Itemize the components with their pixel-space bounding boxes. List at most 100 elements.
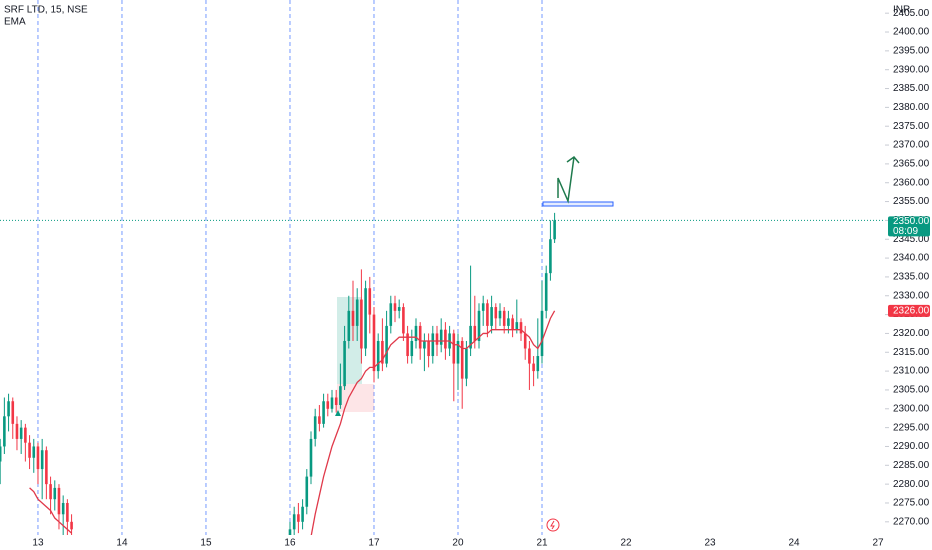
candle-body xyxy=(32,446,36,458)
candle-body xyxy=(494,307,498,319)
candle-body xyxy=(435,333,439,345)
candle-body xyxy=(490,307,493,326)
x-tick-label: 15 xyxy=(200,538,212,549)
position-marker xyxy=(335,410,341,416)
y-tick-label: 2345.00 xyxy=(893,234,930,245)
y-tick-label: 2275.00 xyxy=(893,498,930,509)
candle-body xyxy=(544,273,548,311)
last-price-label: 2350.00 xyxy=(893,216,930,227)
candle-body xyxy=(61,502,65,515)
candle-body xyxy=(410,340,414,357)
x-tick-label: 23 xyxy=(704,538,716,549)
y-tick-label: 2310.00 xyxy=(893,366,930,377)
candle-body xyxy=(36,446,40,470)
candle-body xyxy=(389,303,393,326)
candle-body xyxy=(515,322,519,330)
candle-body xyxy=(460,340,464,379)
countdown-label: 08:09 xyxy=(893,226,918,237)
candle-body xyxy=(402,307,405,334)
candle-body xyxy=(334,397,338,406)
candle-body xyxy=(456,340,460,364)
x-tick-label: 22 xyxy=(620,538,632,549)
candle-body xyxy=(393,303,397,311)
y-tick-label: 2355.00 xyxy=(893,196,930,207)
y-tick-label: 2385.00 xyxy=(893,83,930,94)
x-tick-label: 16 xyxy=(284,538,296,549)
candle-body xyxy=(309,438,313,477)
candle-body xyxy=(351,310,355,326)
candle-body xyxy=(40,450,44,470)
candle-body xyxy=(326,401,330,409)
candle-body xyxy=(498,310,502,319)
candle-body xyxy=(397,307,401,311)
ema-badge xyxy=(888,304,930,317)
candle-body xyxy=(368,288,372,315)
y-tick-label: 2315.00 xyxy=(893,347,930,358)
candle-body xyxy=(297,514,300,522)
x-tick-label: 21 xyxy=(536,538,548,549)
candle-body xyxy=(355,299,359,326)
candle-body xyxy=(3,416,6,447)
candle-body xyxy=(418,325,422,349)
y-tick-label: 2370.00 xyxy=(893,140,930,151)
candle-body xyxy=(376,340,380,372)
candle-body xyxy=(406,333,409,357)
y-tick-label: 2270.00 xyxy=(893,516,930,527)
y-tick-label: 2400.00 xyxy=(893,27,930,38)
arrow-head xyxy=(566,155,580,164)
candle-body xyxy=(439,329,443,345)
ema-line xyxy=(29,310,556,535)
candle-body xyxy=(301,506,304,522)
y-tick-label: 2305.00 xyxy=(893,385,930,396)
y-tick-label: 2405.00 xyxy=(893,8,930,19)
candle-body xyxy=(305,476,309,507)
candle-body xyxy=(511,318,514,330)
y-tick-label: 2320.00 xyxy=(893,328,930,339)
x-tick-label: 27 xyxy=(872,538,884,549)
candle-body xyxy=(343,340,346,387)
candle-body xyxy=(292,514,296,530)
y-tick-label: 2285.00 xyxy=(893,460,930,471)
y-tick-label: 2335.00 xyxy=(893,272,930,283)
candle-body xyxy=(11,401,15,424)
candle-body xyxy=(57,487,61,515)
y-tick-label: 2390.00 xyxy=(893,64,930,75)
y-tick-label: 2295.00 xyxy=(893,422,930,433)
candle-body xyxy=(372,314,376,372)
drawings xyxy=(335,155,614,532)
candle-body xyxy=(360,299,363,349)
candle-body xyxy=(502,310,506,326)
candle-body xyxy=(385,325,388,364)
event-bolt xyxy=(550,520,555,530)
candle-body xyxy=(66,502,69,522)
candle-body xyxy=(553,220,556,240)
candle-body xyxy=(427,340,430,357)
candle-body xyxy=(381,340,384,364)
candle-body xyxy=(7,401,10,417)
candle-body xyxy=(486,303,489,326)
axes: 2270.00 2275.00 2280.00 2285.00 2290.00 2295.… xyxy=(32,8,930,549)
x-tick-label: 14 xyxy=(116,538,128,549)
candle-body xyxy=(19,427,23,439)
y-tick-label: 2360.00 xyxy=(893,177,930,188)
candle-body xyxy=(473,325,477,341)
x-tick-label: 13 xyxy=(32,538,44,549)
candle-body xyxy=(536,356,540,372)
candle-body xyxy=(423,340,426,349)
candle-body xyxy=(49,484,52,500)
long-position-loss xyxy=(337,384,374,412)
candle-body xyxy=(523,333,527,349)
zone-rect xyxy=(542,201,614,207)
y-tick-label: 2340.00 xyxy=(893,253,930,264)
y-tick-label: 2395.00 xyxy=(893,46,930,57)
y-tick-label: 2375.00 xyxy=(893,121,930,132)
candle-body xyxy=(431,333,435,357)
candle-body xyxy=(70,521,73,530)
candle-body xyxy=(24,427,27,443)
event-icon[interactable] xyxy=(546,518,560,532)
y-tick-label: 2330.00 xyxy=(893,290,930,301)
y-tick-label: 2300.00 xyxy=(893,403,930,414)
candle-body xyxy=(481,303,485,311)
candle-body xyxy=(452,333,456,364)
